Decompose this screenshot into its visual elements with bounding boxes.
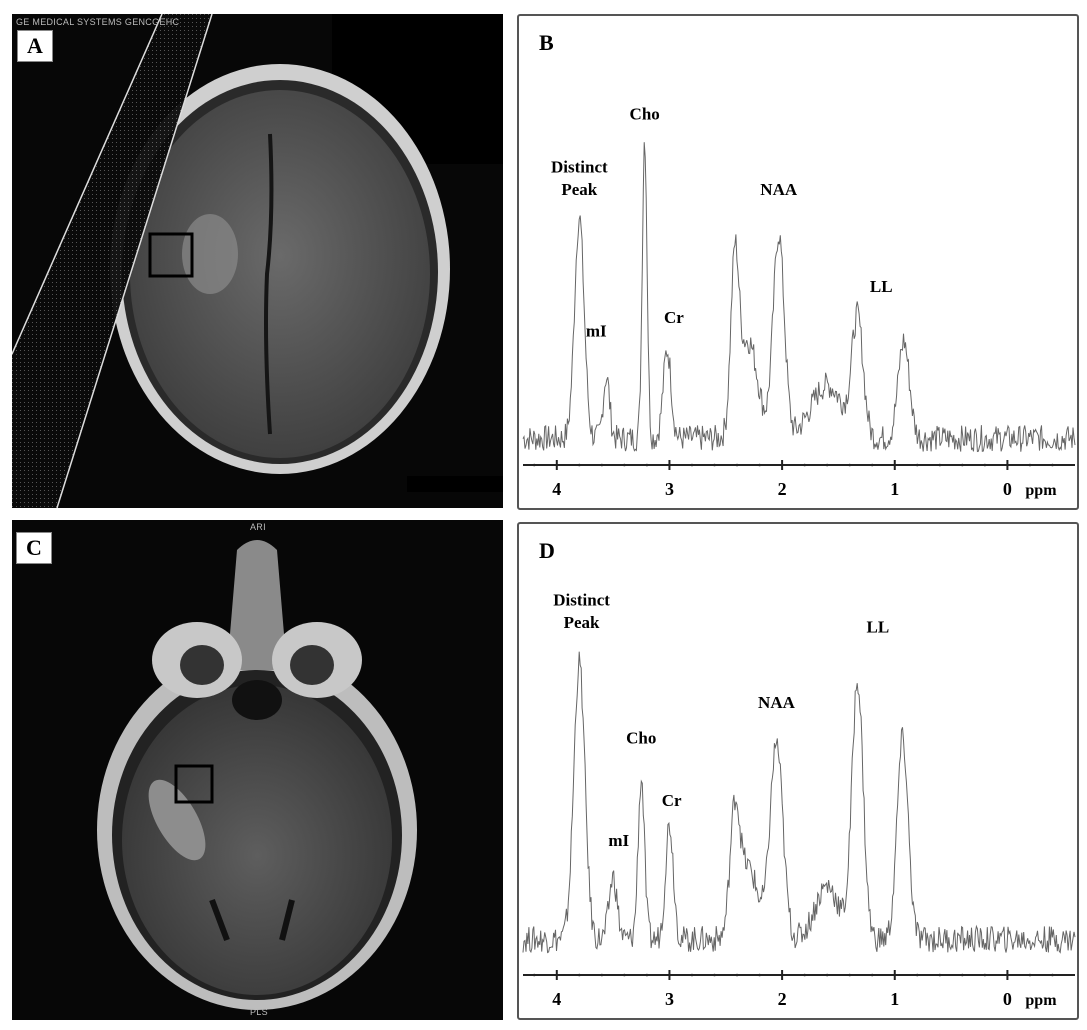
minor-tick <box>803 463 806 467</box>
x-tick-label: 2 <box>778 479 787 499</box>
peak-annotation: NAA <box>760 180 798 199</box>
peak-annotation: Distinct <box>551 158 608 177</box>
minor-tick <box>848 973 851 977</box>
minor-tick <box>532 463 536 467</box>
x-tick-label: 1 <box>890 989 899 1009</box>
x-tick-label: 2 <box>778 989 787 1009</box>
minor-tick <box>961 973 964 977</box>
peak-annotation: LL <box>870 277 893 296</box>
spectrum-chart-b: 4 3 2 1 0 ppm Distinct Peak mI Cho Cr NAA LL <box>522 104 1076 499</box>
minor-tick <box>713 973 716 977</box>
minor-tick <box>1028 463 1032 467</box>
minor-tick <box>623 973 626 977</box>
minor-tick <box>758 973 761 977</box>
peak-annotation: mI <box>608 831 629 850</box>
minor-tick <box>758 463 761 467</box>
minor-tick <box>600 463 604 467</box>
panel-label-a: A <box>17 30 53 62</box>
minor-tick <box>645 463 649 467</box>
minor-tick <box>713 463 716 467</box>
minor-tick <box>938 973 942 977</box>
axial-brain-scan-c <box>97 540 417 1010</box>
peak-annotation: Cho <box>626 729 656 748</box>
x-tick-label: 4 <box>552 479 561 499</box>
x-axis-label: ppm <box>1025 482 1057 499</box>
minor-tick <box>578 973 581 977</box>
minor-tick <box>803 973 806 977</box>
peak-annotation: Peak <box>561 180 597 199</box>
minor-tick <box>690 463 694 467</box>
peak-annotation: Cr <box>662 791 682 810</box>
peak-annotation: mI <box>586 322 607 341</box>
peak-annotation: NAA <box>758 693 796 712</box>
x-tick-label: 0 <box>1003 479 1012 499</box>
minor-tick <box>825 973 829 977</box>
peak-annotation: LL <box>867 617 890 636</box>
x-tick-label: 1 <box>890 479 899 499</box>
minor-tick <box>735 973 739 977</box>
minor-tick <box>1028 973 1032 977</box>
minor-tick <box>848 463 851 467</box>
minor-tick <box>870 463 874 467</box>
minor-tick <box>600 973 604 977</box>
spectrum-chart-d: 4 3 2 1 0 ppm Distinct Peak mI Cho Cr NAA LL <box>522 591 1076 1009</box>
x-tick-label: 3 <box>665 479 674 499</box>
minor-tick <box>870 973 874 977</box>
minor-tick <box>915 973 919 977</box>
orientation-bottom-text: PLS <box>250 1007 268 1017</box>
orientation-top-text: ARI <box>250 522 266 532</box>
spectrum-line <box>522 651 1076 954</box>
peak-annotation: Peak <box>564 613 600 632</box>
mri-image-c: ARI PLS C <box>12 520 503 1020</box>
spectrum-line <box>522 142 1076 453</box>
minor-tick <box>623 463 626 467</box>
x-tick-label: 0 <box>1003 989 1012 1009</box>
x-axis-label: ppm <box>1025 992 1057 1009</box>
panel-label-d: D <box>539 538 555 563</box>
peak-annotation: Cr <box>664 308 684 327</box>
minor-tick <box>825 463 829 467</box>
axial-brain-scan-a <box>12 14 503 508</box>
minor-tick <box>690 973 694 977</box>
peak-annotation: Cho <box>630 104 660 123</box>
minor-tick <box>735 463 739 467</box>
spectrum-panel-d: 4 3 2 1 0 ppm Distinct Peak mI Cho Cr NAA LL D <box>517 522 1079 1020</box>
minor-tick <box>983 973 987 977</box>
minor-tick <box>961 463 964 467</box>
x-tick-label: 3 <box>665 989 674 1009</box>
minor-tick <box>532 973 536 977</box>
panel-label-c: C <box>16 532 52 564</box>
panel-label-b: B <box>539 30 554 55</box>
minor-tick <box>983 463 987 467</box>
mri-image-a: GE MEDICAL SYSTEMS GENCGEHC A <box>12 14 503 508</box>
minor-tick <box>1051 973 1054 977</box>
minor-tick <box>915 463 919 467</box>
x-tick-label: 4 <box>552 989 561 1009</box>
minor-tick <box>938 463 942 467</box>
roi-box <box>174 764 214 804</box>
minor-tick <box>578 463 581 467</box>
minor-tick <box>645 973 649 977</box>
roi-box <box>148 232 194 278</box>
scanner-header-text: GE MEDICAL SYSTEMS GENCGEHC <box>16 17 180 27</box>
peak-annotation: Distinct <box>553 591 610 610</box>
minor-tick <box>1051 463 1054 467</box>
spectrum-panel-b: 4 3 2 1 0 ppm Distinct Peak mI Cho Cr NAA LL B <box>517 14 1079 510</box>
